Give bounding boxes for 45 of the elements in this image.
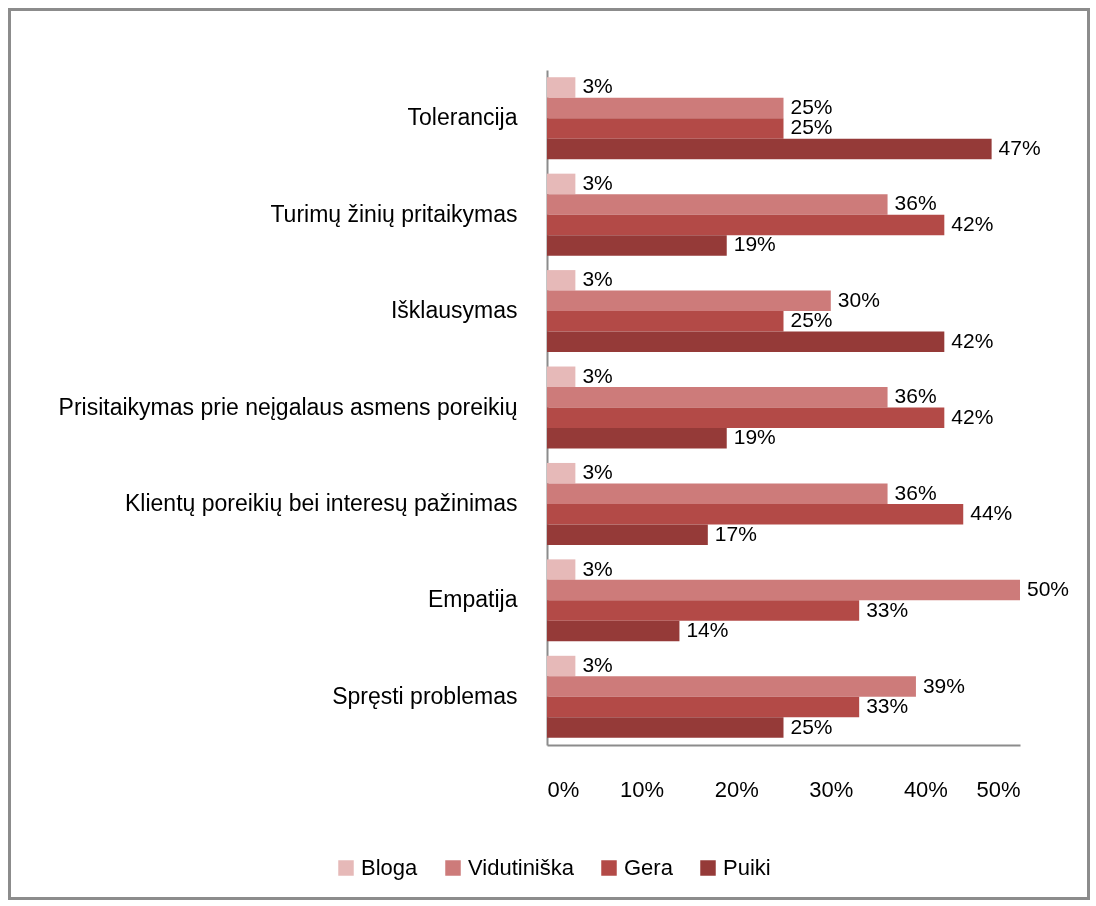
y-tick-label: Tolerancija: [407, 104, 518, 131]
y-tick-label: Klientų poreikių bei interesų pažinimas: [125, 489, 518, 516]
data-label: 39%: [922, 673, 965, 697]
y-tick-label: Išklausymas: [390, 297, 518, 324]
y-tick-label: Prisitaikymas prie neįgalaus asmens poreikių: [58, 393, 518, 420]
legend-label: Gera: [624, 855, 674, 880]
data-label: 25%: [790, 115, 833, 139]
data-label: 25%: [790, 714, 833, 738]
data-label: 3%: [582, 653, 613, 677]
data-label: 42%: [951, 404, 994, 428]
data-label: 3%: [582, 363, 613, 387]
legend-label: Puiki: [723, 855, 771, 880]
data-label: 3%: [582, 74, 613, 98]
data-label: 3%: [582, 460, 613, 484]
data-label: 25%: [790, 94, 833, 118]
data-label: 42%: [951, 211, 994, 235]
data-label: 25%: [790, 308, 833, 332]
data-label: 33%: [866, 694, 909, 718]
x-tick-label: 40%: [903, 776, 948, 802]
data-label: 3%: [582, 556, 613, 580]
data-label: 42%: [951, 328, 994, 352]
y-tick-label: Turimų žinių pritaikymas: [270, 200, 518, 227]
data-label: 14%: [686, 618, 729, 642]
x-tick-label: 10%: [620, 776, 665, 802]
data-label: 30%: [837, 287, 880, 311]
data-label: 36%: [894, 384, 937, 408]
data-label: 36%: [894, 480, 937, 504]
data-label: 44%: [970, 501, 1013, 525]
data-label: 19%: [733, 425, 776, 449]
x-tick-label: 50%: [976, 776, 1021, 802]
y-tick-label: Spręsti problemas: [332, 682, 518, 709]
legend-label: Bloga: [361, 855, 419, 880]
data-label: 19%: [733, 232, 776, 256]
data-label: 17%: [714, 521, 757, 545]
data-label: 33%: [866, 597, 909, 621]
x-tick-label: 0%: [547, 776, 580, 802]
data-label: 3%: [582, 170, 613, 194]
y-tick-label: Empatija: [428, 586, 518, 613]
legend-label: Vidutiniška: [468, 855, 575, 880]
x-tick-label: 30%: [809, 776, 854, 802]
data-label: 36%: [894, 191, 937, 215]
data-label: 3%: [582, 267, 613, 291]
data-label: 47%: [998, 135, 1041, 159]
x-tick-label: 20%: [714, 776, 759, 802]
data-label: 50%: [1027, 577, 1070, 601]
